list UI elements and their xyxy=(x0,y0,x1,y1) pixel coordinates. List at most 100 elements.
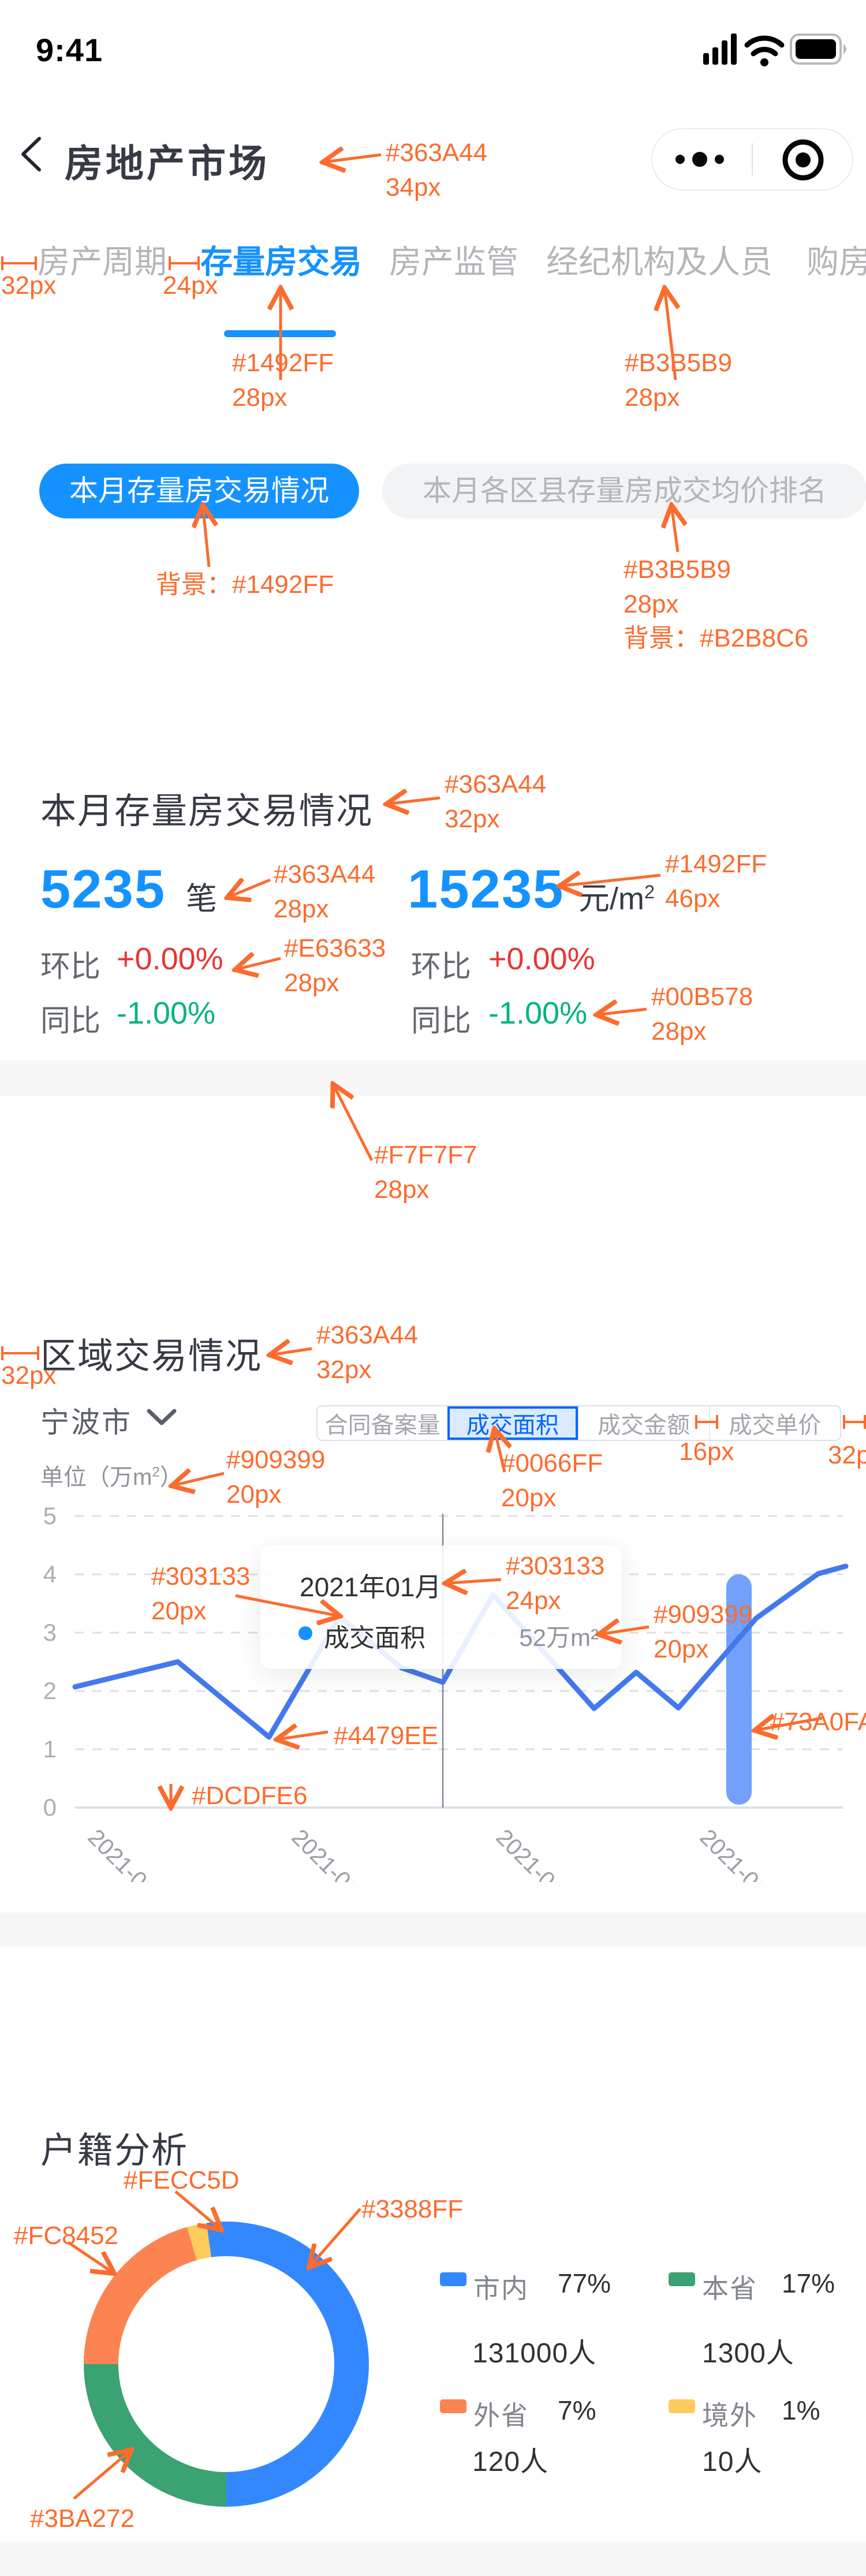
legend-pct-shinei: 77% xyxy=(558,2268,611,2298)
annotation-bar-color: #73A0FA xyxy=(770,1708,866,1736)
annotation-region-left-margin: 32px xyxy=(1,1361,57,1390)
annotation-grid-color: #DCDFE6 xyxy=(192,1782,308,1810)
trend-line-chart[interactable]: 5 4 3 2 1 0 2021-01 2021-01 2021-01 2021… xyxy=(0,1478,866,1882)
annotation-unit-bi: #363A44 28px xyxy=(274,860,376,923)
metric-tab-chengjiaomianji[interactable]: 成交面积 xyxy=(447,1406,578,1440)
pill-monthly-trade[interactable]: 本月存量房交易情况 xyxy=(39,464,359,518)
svg-text:2021-01: 2021-01 xyxy=(695,1824,773,1882)
tooltip-title: 2021年01月 xyxy=(300,1572,442,1602)
yoy-value-left: -1.00% xyxy=(117,996,216,1031)
mini-app-capsule xyxy=(651,128,853,191)
legend-label-jingwai[interactable]: 境外 xyxy=(702,2400,757,2431)
svg-text:2021-01: 2021-01 xyxy=(83,1824,161,1882)
chevron-left-icon xyxy=(21,137,41,171)
legend-pct-jingwai: 1% xyxy=(782,2395,820,2425)
legend-label-waisheng[interactable]: 外省 xyxy=(473,2400,529,2431)
legend-count-waisheng: 120人 xyxy=(472,2447,549,2477)
annotation-header-title: #363A44 34px xyxy=(386,139,488,201)
tab-cunliangfangjiaoyi[interactable]: 存量房交易 xyxy=(200,244,362,280)
avg-price-value: 15235 xyxy=(408,858,565,919)
legend-swatch-waisheng xyxy=(440,2399,466,2413)
legend-swatch-shinei xyxy=(440,2272,466,2286)
annotation-pie-green: #3BA272 xyxy=(30,2504,135,2533)
mom-label-left: 环比 xyxy=(40,950,101,984)
section-divider-band xyxy=(0,1061,866,1096)
series-dot-icon xyxy=(298,1626,312,1640)
yoy-value-right: -1.00% xyxy=(488,996,588,1031)
legend-pct-bensheng: 17% xyxy=(782,2268,835,2298)
tooltip-series-name: 成交面积 xyxy=(324,1624,425,1652)
city-dropdown-label: 宁波市 xyxy=(40,1406,132,1439)
annotation-mom: #E63633 28px xyxy=(284,934,386,997)
legend-swatch-jingwai xyxy=(669,2399,695,2413)
svg-text:2021-01: 2021-01 xyxy=(287,1824,365,1882)
avg-price-unit: 元/m2 xyxy=(578,882,655,916)
annotation-monthly-title: #363A44 32px xyxy=(445,770,547,833)
bottom-divider-band xyxy=(0,2542,866,2576)
legend-pct-waisheng: 7% xyxy=(558,2395,596,2425)
annotation-pill-active-bg: 背景：#1492FF xyxy=(156,570,334,599)
mom-value-left: +0.00% xyxy=(117,942,223,976)
ellipsis-icon xyxy=(675,152,724,167)
target-icon xyxy=(782,139,824,181)
mom-value-right: +0.00% xyxy=(488,942,595,976)
svg-text:3: 3 xyxy=(43,1619,57,1646)
wifi-icon xyxy=(744,35,785,66)
household-section-title: 户籍分析 xyxy=(40,2131,189,2171)
y-axis-tick-labels: 5 4 3 2 1 0 xyxy=(43,1502,57,1821)
metric-segmented-control: 合同备案量 成交面积 成交金额 成交单价 xyxy=(316,1405,841,1441)
svg-text:1: 1 xyxy=(43,1735,57,1763)
annotation-metric-right: 32px xyxy=(828,1441,866,1469)
signal-icon xyxy=(703,33,737,65)
annotation-unit-label: #909399 20px xyxy=(226,1446,326,1509)
capsule-divider xyxy=(752,143,753,176)
tab-fangchanzhouqi[interactable]: 房产周期 xyxy=(38,244,167,280)
annotation-tabs-gap: 24px xyxy=(163,271,218,300)
active-tab-underline xyxy=(224,330,336,337)
status-bar-icons xyxy=(703,33,846,66)
status-bar-time: 9:41 xyxy=(36,32,103,68)
close-capsule-button[interactable] xyxy=(781,137,826,182)
yoy-label-right: 同比 xyxy=(411,1005,472,1038)
page-title: 房地产市场 xyxy=(65,142,270,185)
more-button[interactable] xyxy=(672,150,736,169)
annotation-divider: #F7F7F7 28px xyxy=(374,1141,477,1204)
legend-label-shinei[interactable]: 市内 xyxy=(473,2273,529,2304)
metric-tab-hetongbeianliang[interactable]: 合同备案量 xyxy=(324,1413,441,1438)
chevron-down-icon[interactable] xyxy=(147,1409,177,1426)
tab-jingjijigou[interactable]: 经纪机构及人员 xyxy=(546,244,772,280)
section-divider-band xyxy=(0,1913,866,1947)
annotation-tabs-left-margin: 32px xyxy=(1,271,57,300)
region-section-title: 区域交易情况 xyxy=(40,1336,263,1376)
svg-text:0: 0 xyxy=(43,1794,57,1821)
legend-label-bensheng[interactable]: 本省 xyxy=(702,2273,757,2304)
annotation-metric-gap: 16px xyxy=(679,1438,734,1466)
annotation-tab-idle: #B3B5B9 28px xyxy=(625,349,732,412)
monthly-section-title: 本月存量房交易情况 xyxy=(40,792,374,831)
annotation-metric-active: #0066FF 20px xyxy=(501,1449,603,1512)
metric-tab-chengjiaojine[interactable]: 成交金额 xyxy=(577,1406,709,1440)
deal-count-unit: 笔 xyxy=(186,882,217,916)
annotation-tab-active: #1492FF 28px xyxy=(232,349,334,412)
svg-text:4: 4 xyxy=(43,1560,57,1588)
svg-text:5: 5 xyxy=(43,1502,57,1529)
annotation-tooltip-value: #909399 20px xyxy=(654,1600,753,1663)
legend-count-jingwai: 10人 xyxy=(702,2447,763,2477)
deal-count-value: 5235 xyxy=(40,858,166,919)
svg-text:2021-01: 2021-01 xyxy=(491,1824,569,1882)
tab-fangchanjianguan[interactable]: 房产监管 xyxy=(389,244,518,280)
donut-hole xyxy=(118,2256,334,2472)
metric-tab-chengjiaodanjia[interactable]: 成交单价 xyxy=(708,1406,840,1440)
battery-icon xyxy=(790,33,846,65)
x-axis-tick-labels: 2021-01 2021-01 2021-01 2021-01 xyxy=(83,1824,773,1882)
annotation-line-color: #4479EE xyxy=(334,1722,439,1750)
legend-swatch-bensheng xyxy=(669,2272,695,2286)
city-dropdown[interactable]: 宁波市 xyxy=(40,1399,132,1441)
annotation-pie-blue: #3388FF xyxy=(361,2195,464,2223)
pill-district-rank[interactable]: 本月各区县存量房成交均价排名 xyxy=(382,464,866,518)
annotation-pie-orange: #FC8452 xyxy=(14,2222,119,2250)
back-button[interactable] xyxy=(18,136,44,172)
tab-goufang[interactable]: 购房 xyxy=(807,244,866,280)
mom-label-right: 环比 xyxy=(411,950,472,984)
